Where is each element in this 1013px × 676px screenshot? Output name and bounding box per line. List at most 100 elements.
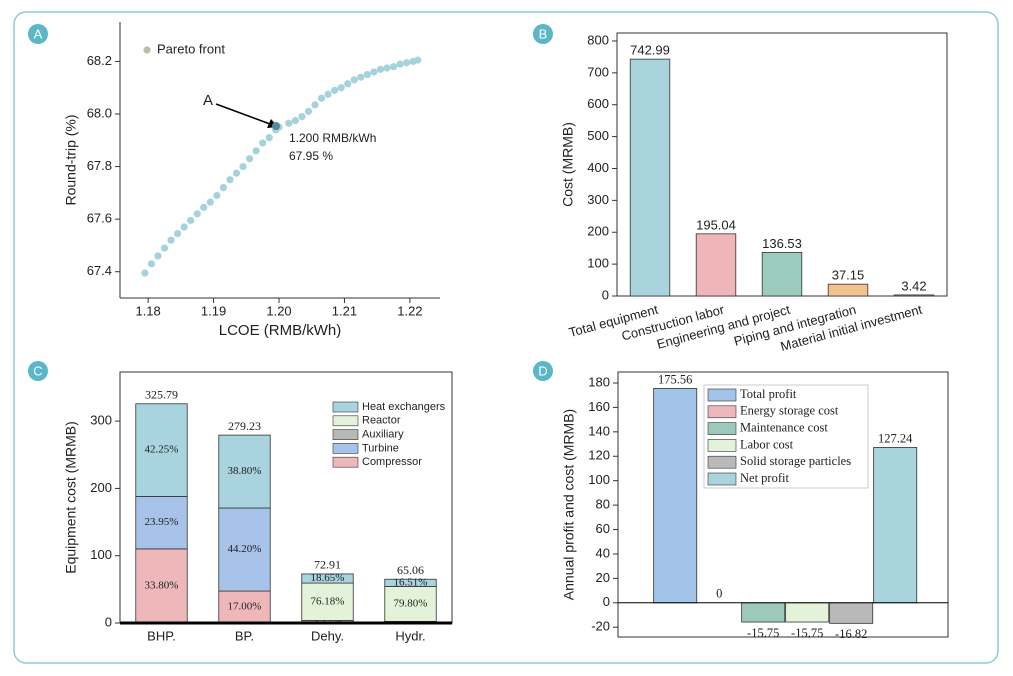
y-tick-label: 200 — [587, 224, 609, 239]
value-label: -15.75 — [791, 626, 823, 640]
point — [291, 116, 299, 125]
y-tick-label: 67.4 — [87, 263, 112, 278]
panel-badge — [28, 24, 48, 44]
legend-swatch — [332, 443, 359, 454]
value-label: 742.99 — [630, 43, 670, 58]
legend-swatch — [707, 439, 737, 452]
y-tick-label: 67.8 — [87, 158, 112, 173]
share-label: 18.65% — [311, 572, 345, 584]
point — [160, 244, 169, 252]
bar — [741, 602, 786, 623]
x-tick-label: 1.22 — [397, 303, 422, 318]
point — [414, 56, 422, 64]
point — [226, 176, 234, 184]
bar-segment — [301, 582, 354, 621]
point — [370, 68, 378, 76]
y-axis-label: Round-trip (%) — [63, 114, 79, 205]
point — [173, 230, 182, 238]
y-tick-label: 0 — [105, 614, 112, 629]
point — [252, 147, 260, 155]
point — [363, 70, 371, 79]
point — [298, 113, 306, 121]
total-label: 279.23 — [228, 419, 261, 433]
point — [213, 191, 221, 200]
point — [403, 59, 411, 67]
y-tick-label: 120 — [588, 448, 610, 463]
y-tick-label: 500 — [587, 128, 609, 143]
bar-segment — [384, 586, 437, 622]
x-tick-label: 1.21 — [332, 303, 357, 318]
point — [265, 134, 273, 142]
y-tick-label: 20 — [596, 570, 610, 585]
y-tick-label: 300 — [90, 413, 112, 428]
legend-swatch — [332, 429, 359, 440]
x-tick-label: Dehy. — [311, 628, 344, 643]
y-tick-label: 0 — [603, 594, 610, 609]
share-label: 17.00% — [228, 601, 262, 613]
y-tick-label: 700 — [587, 64, 609, 79]
point — [187, 216, 195, 225]
bar-segment — [218, 590, 271, 624]
panel-label: B — [539, 26, 548, 41]
y-tick-label: 100 — [588, 472, 610, 487]
y-axis-label: Cost (MRMB) — [560, 122, 576, 207]
bar — [695, 233, 737, 297]
annotation-arrow — [215, 103, 271, 125]
legend-swatch — [332, 415, 359, 427]
legend-label: Compressor — [362, 456, 422, 468]
bar-segment — [384, 578, 437, 587]
x-tick-label: 1.18 — [135, 303, 160, 318]
legend-marker — [143, 46, 151, 54]
legend-swatch — [332, 401, 359, 413]
bar — [873, 447, 918, 604]
x-tick-label: BP. — [235, 628, 254, 643]
share-label: 42.25% — [145, 444, 179, 456]
value-label: -16.82 — [835, 627, 867, 641]
y-tick-label: 40 — [596, 545, 610, 560]
point — [324, 90, 332, 98]
bar — [761, 252, 803, 297]
share-label: 76.18% — [311, 595, 345, 607]
y-tick-label: 200 — [90, 480, 112, 495]
y-tick-label: -20 — [591, 619, 610, 634]
panel-badge — [533, 24, 553, 44]
share-label: 33.80% — [145, 579, 179, 591]
y-tick-label: 600 — [587, 96, 609, 111]
bar — [829, 602, 874, 624]
y-axis-label: Equipment cost (MRMB) — [63, 421, 79, 573]
bar-segment — [135, 495, 188, 550]
legend-label: Total profit — [740, 387, 797, 401]
point — [200, 203, 208, 211]
bar — [893, 294, 935, 297]
point — [206, 198, 214, 206]
value-label: 175.56 — [658, 372, 692, 386]
bar-segment — [135, 403, 188, 497]
y-tick-label: 100 — [90, 547, 112, 562]
value-label: -15.75 — [747, 626, 779, 640]
point — [396, 60, 404, 68]
value-label: 127.24 — [878, 431, 913, 445]
x-tick-label: BHP. — [147, 628, 176, 643]
point — [285, 119, 293, 127]
share-label: 79.80% — [394, 597, 428, 609]
legend-label: Solid storage particles — [740, 454, 851, 468]
annotation-marker: A — [203, 92, 213, 109]
value-label: 37.15 — [832, 268, 865, 283]
bar — [827, 283, 869, 297]
point — [337, 84, 345, 92]
y-tick-label: 300 — [587, 192, 609, 207]
plot-frame — [617, 371, 949, 638]
y-tick-label: 400 — [587, 160, 609, 175]
point — [357, 73, 365, 81]
x-tick-label: Hydr. — [395, 628, 425, 643]
value-label: 0 — [716, 587, 722, 601]
highlight — [272, 122, 280, 130]
point — [259, 139, 267, 147]
panel-badge — [533, 361, 553, 381]
share-label: 23.95% — [145, 516, 179, 528]
x-axis-label: LCOE (RMB/kWh) — [219, 322, 342, 339]
x-tick-label: 1.20 — [266, 303, 291, 318]
point — [147, 260, 156, 268]
panel-badge — [28, 361, 48, 381]
